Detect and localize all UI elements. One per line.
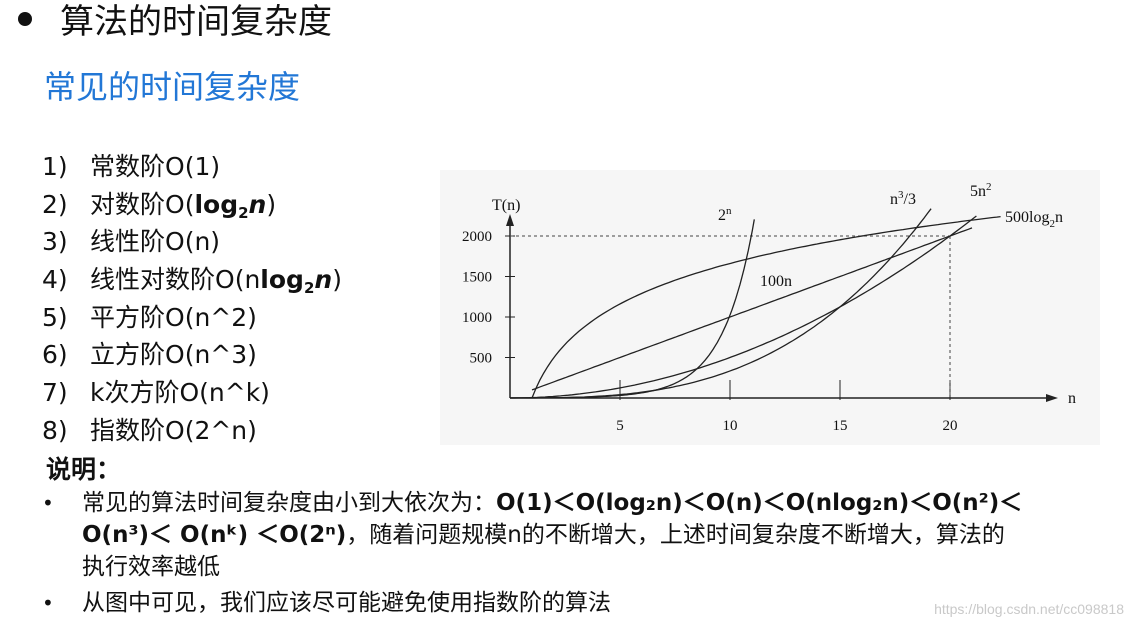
- complexity-list: 1) 常数阶O(1) 2) 对数阶O(log2n) 3) 线性阶O(n) 4) 线性对数…: [42, 148, 342, 450]
- order-text: O(n³)＜ O(nᵏ) ＜O(2ⁿ): [82, 522, 347, 548]
- title-bullet: [18, 11, 32, 26]
- x-axis-label: n: [1068, 390, 1076, 407]
- explain-row: • 常见的算法时间复杂度由小到大依次为：O(1)＜O(log₂n)＜O(n)＜O…: [40, 487, 1130, 583]
- x-tick-label: 15: [833, 418, 848, 434]
- y-tick-label: 1500: [462, 270, 492, 286]
- list-item: 2) 对数阶O(log2n): [42, 189, 277, 222]
- y-tick-label: 500: [470, 351, 493, 367]
- series-line: [531, 227, 973, 391]
- y-tick-label: 2000: [462, 229, 492, 245]
- bullet: •: [42, 491, 54, 515]
- series-line: [531, 215, 1001, 399]
- section-subtitle: 常见的时间复杂度: [44, 68, 301, 106]
- list-item: 6) 立方阶O(n^3): [42, 340, 257, 370]
- list-item: 7) k次方阶O(n^k): [42, 378, 270, 408]
- x-axis-arrow: [1046, 394, 1058, 402]
- explain-title: 说明：: [46, 455, 122, 484]
- order-text: O(1)＜O(log₂n)＜O(n)＜O(nlog₂n)＜O(n²)＜: [496, 490, 1023, 516]
- explain-text: ，随着问题规模n的不断增大，上述时间复杂度不断增大，算法的: [346, 522, 1005, 548]
- y-axis-label: T(n): [492, 197, 520, 214]
- x-tick-label: 20: [943, 418, 958, 434]
- list-item: 5) 平方阶O(n^2): [42, 302, 257, 332]
- list-item: 8) 指数阶O(2^n): [42, 415, 257, 445]
- series-label-100n: 100n: [760, 273, 792, 290]
- chart-svg: 500 1000 1500 2000 5 10 15 20 T(n) n 2n n3/3 5n2 500l…: [462, 181, 1076, 434]
- complexity-chart: 500 1000 1500 2000 5 10 15 20 T(n) n 2n n3/3 5n2 500l…: [440, 170, 1100, 445]
- series-label-500log: 500log2n: [1005, 209, 1063, 230]
- explain-text: 从图中可见，我们应该尽可能避免使用指数阶的算法: [82, 590, 611, 616]
- explanation: • 常见的算法时间复杂度由小到大依次为：O(1)＜O(log₂n)＜O(n)＜O…: [40, 487, 1130, 619]
- y-tick-label: 1000: [462, 310, 492, 326]
- list-item: 1) 常数阶O(1): [42, 152, 221, 181]
- explain-row: • 从图中可见，我们应该尽可能避免使用指数阶的算法: [40, 587, 1130, 619]
- list-item: 3) 线性阶O(n): [42, 227, 221, 257]
- explain-text: 执行效率越低: [82, 554, 220, 580]
- list-item: 4) 线性对数阶O(nlog2n): [42, 265, 342, 298]
- x-tick-label: 10: [723, 418, 738, 434]
- series-label-5n2: 5n2: [970, 181, 992, 200]
- x-tick-label: 5: [616, 418, 624, 434]
- series-line: [510, 219, 755, 399]
- y-axis-arrow: [506, 214, 514, 226]
- page-title: 算法的时间复杂度: [18, 0, 332, 43]
- page-title-text: 算法的时间复杂度: [60, 2, 332, 42]
- series-line: [510, 208, 932, 399]
- series-label-2n: 2n: [718, 205, 732, 224]
- series-line: [510, 215, 977, 399]
- explain-text: 常见的算法时间复杂度由小到大依次为：: [82, 490, 496, 516]
- bullet: •: [42, 591, 54, 615]
- series-label-n3: n3/3: [890, 189, 916, 208]
- watermark: https://blog.csdn.net/cc098818: [934, 601, 1124, 617]
